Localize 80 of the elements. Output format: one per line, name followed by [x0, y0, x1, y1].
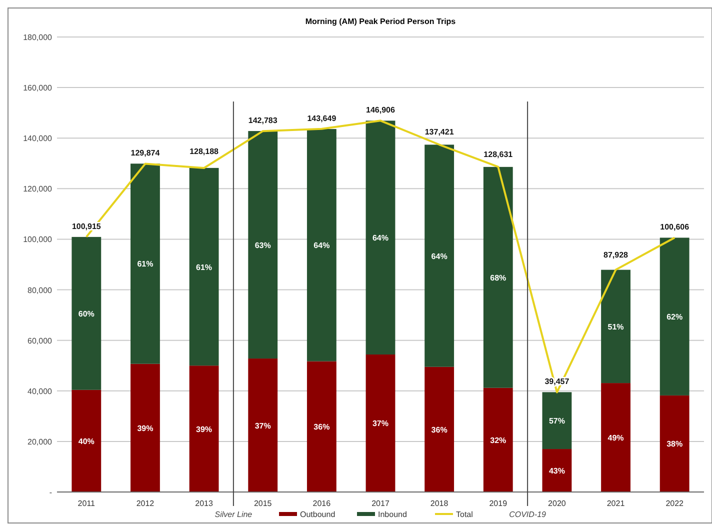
x-tick-label: 2022 — [666, 499, 684, 508]
bar — [542, 392, 572, 450]
x-tick-label: 2020 — [548, 499, 566, 508]
bar — [130, 164, 160, 364]
data-label: 142,783 — [248, 116, 278, 126]
data-label: 128,188 — [190, 146, 220, 156]
x-tick-label: 2017 — [372, 499, 390, 508]
data-label: 100,606 — [660, 222, 690, 232]
bar — [72, 236, 102, 390]
bar — [248, 358, 278, 492]
x-tick-label: 2011 — [78, 499, 96, 508]
annotation: 60% — [78, 309, 94, 318]
data-label: 137,421 — [424, 128, 454, 137]
legend-label: Outbound — [300, 510, 336, 519]
annotation: 63% — [254, 240, 271, 250]
x-tick-label: 2016 — [312, 499, 332, 508]
annotation: 61% — [137, 260, 154, 269]
data-label: 87,928 — [604, 250, 629, 260]
bar — [424, 366, 454, 492]
data-label: 129,874 — [130, 148, 160, 158]
data-label: 143,649 — [307, 114, 337, 123]
annotation: 61% — [196, 262, 212, 272]
annotation: 39% — [196, 424, 212, 434]
text: COVID-19 — [509, 510, 547, 519]
bar — [483, 388, 513, 492]
bar — [542, 449, 572, 492]
chart-title: Morning (AM) Peak Period Person Trips — [305, 17, 456, 26]
annotation: 64% — [431, 252, 448, 261]
bar — [424, 144, 454, 367]
bar — [366, 120, 396, 354]
x-tick-label: 2015 — [254, 499, 272, 508]
bar — [306, 361, 336, 492]
x-tick-label: 2018 — [430, 499, 449, 508]
annotation: 62% — [666, 312, 683, 322]
y-tick-label: 60,000 — [28, 336, 53, 346]
text: Silver Line — [214, 510, 253, 519]
bar — [483, 166, 513, 388]
data-label: 146,906 — [366, 106, 396, 115]
annotation: 64% — [314, 241, 330, 250]
y-tick-label: 160,000 — [23, 84, 53, 93]
annotation: 49% — [608, 434, 624, 443]
legend-label: Inbound — [378, 510, 407, 519]
y-tick-label: - — [49, 488, 52, 497]
annotation: 43% — [548, 466, 565, 476]
annotation: 64% — [372, 234, 389, 243]
y-tick-label: 140,000 — [23, 134, 53, 144]
annotation: 38% — [666, 440, 683, 449]
bar — [189, 168, 219, 366]
y-tick-label: 180,000 — [23, 33, 53, 42]
bar — [72, 390, 102, 492]
x-tick-label: 2019 — [489, 499, 508, 508]
x-tick-label: 2021 — [606, 499, 626, 508]
legend-label: Total — [456, 510, 474, 519]
data-label: 128,631 — [484, 150, 514, 159]
bar — [660, 238, 690, 396]
annotation: 39% — [137, 424, 154, 433]
y-tick-label: 40,000 — [28, 386, 53, 396]
annotation: 36% — [314, 422, 330, 432]
bar — [189, 366, 219, 492]
bar — [366, 354, 396, 492]
annotation: 51% — [608, 322, 624, 332]
y-tick-label: 20,000 — [28, 437, 53, 446]
annotation: 32% — [490, 436, 506, 445]
bar — [248, 131, 278, 359]
annotation: 36% — [431, 425, 448, 434]
bar — [660, 395, 690, 492]
x-tick-label: 2012 — [136, 499, 155, 508]
bar — [601, 383, 630, 492]
annotation: 68% — [490, 273, 506, 282]
y-tick-label: 120,000 — [23, 184, 53, 194]
y-tick-label: 80,000 — [28, 286, 53, 295]
bar — [130, 364, 160, 492]
bar — [306, 129, 336, 362]
annotation: 57% — [548, 416, 565, 426]
bar — [601, 270, 630, 384]
x-tick-label: 2013 — [195, 499, 214, 508]
annotation: 37% — [372, 419, 389, 428]
y-tick-label: 100,000 — [23, 235, 53, 244]
annotation: 37% — [254, 421, 271, 430]
annotation: 40% — [78, 436, 94, 446]
